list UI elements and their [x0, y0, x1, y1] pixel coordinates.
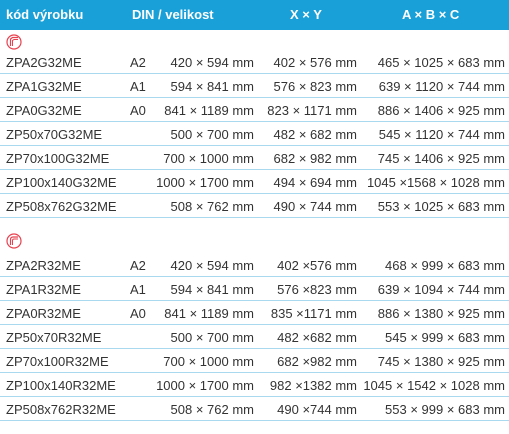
format-size: 594 × 841 mm [170, 79, 254, 94]
xy-dimension: 835 ×1171 mm [270, 306, 357, 321]
format-size: 1000 × 1700 mm [156, 175, 254, 190]
product-code: ZPA2G32ME [6, 55, 82, 70]
table-row: ZP70x100G32ME 700 × 1000 mm 682 × 982 mm 74… [0, 147, 509, 170]
product-code: ZP70x100G32ME [6, 151, 110, 166]
table-header: kód výrobku DIN / velikost X × Y A × B ×… [0, 0, 509, 30]
din-format: A1 [130, 282, 146, 297]
table-row: ZP508x762G32ME 508 × 762 mm 490 × 744 mm 55… [0, 195, 509, 218]
product-code: ZPA2R32ME [6, 258, 81, 273]
table-row: ZP70x100R32ME 700 × 1000 mm 682 ×982 mm 745… [0, 350, 509, 373]
xy-dimension: 482 × 682 mm [273, 127, 357, 142]
din-format: A2 [130, 55, 146, 70]
format-size: 420 × 594 mm [170, 55, 254, 70]
rounded-frame-profile-icon [6, 233, 22, 249]
product-code: ZP50x70R32ME [6, 330, 102, 345]
header-abc: A × B × C [402, 7, 460, 22]
xy-dimension: 494 × 694 mm [273, 175, 357, 190]
xy-dimension: 823 × 1171 mm [267, 103, 357, 118]
format-size: 700 × 1000 mm [163, 151, 254, 166]
format-size: 594 × 841 mm [170, 282, 254, 297]
table-row: ZPA0R32ME A0 841 × 1189 mm 835 ×1171 mm 886 … [0, 302, 509, 325]
group-1-icon-row [0, 30, 509, 52]
abc-dimension: 545 × 1120 × 744 mm [378, 127, 505, 142]
xy-dimension: 682 × 982 mm [273, 151, 357, 166]
table-row: ZPA2G32ME A2 420 × 594 mm 402 × 576 mm 465 ×… [0, 51, 509, 74]
xy-dimension: 482 ×682 mm [277, 330, 357, 345]
product-code: ZP508x762R32ME [6, 402, 116, 417]
din-format: A2 [130, 258, 146, 273]
table-row: ZPA2R32ME A2 420 × 594 mm 402 ×576 mm 468 × … [0, 254, 509, 277]
abc-dimension: 745 × 1380 × 925 mm [377, 354, 505, 369]
abc-dimension: 639 × 1094 × 744 mm [377, 282, 505, 297]
product-code: ZP100x140G32ME [6, 175, 117, 190]
format-size: 508 × 762 mm [170, 402, 254, 417]
abc-dimension: 553 × 999 × 683 mm [385, 402, 505, 417]
abc-dimension: 639 × 1120 × 744 mm [378, 79, 505, 94]
format-size: 1000 × 1700 mm [156, 378, 254, 393]
table-row: ZP100x140G32ME 1000 × 1700 mm 494 × 694 mm… [0, 171, 509, 194]
product-code: ZPA0G32ME [6, 103, 82, 118]
table-row: ZP100x140R32ME 1000 × 1700 mm 982 ×1382 mm… [0, 374, 509, 397]
abc-dimension: 468 × 999 × 683 mm [385, 258, 505, 273]
abc-dimension: 1045 ×1568 × 1028 mm [366, 175, 505, 190]
table-row: ZPA0G32ME A0 841 × 1189 mm 823 × 1171 mm 886… [0, 99, 509, 122]
xy-dimension: 490 ×744 mm [277, 402, 357, 417]
xy-dimension: 982 ×1382 mm [269, 378, 357, 393]
xy-dimension: 576 ×823 mm [277, 282, 357, 297]
table-row: ZP50x70R32ME 500 × 700 mm 482 ×682 mm 545 ×… [0, 326, 509, 349]
xy-dimension: 402 × 576 mm [273, 55, 357, 70]
format-size: 500 × 700 mm [170, 127, 254, 142]
format-size: 500 × 700 mm [170, 330, 254, 345]
xy-dimension: 402 ×576 mm [277, 258, 357, 273]
table-row: ZP50x70G32ME 500 × 700 mm 482 × 682 mm 545 … [0, 123, 509, 146]
abc-dimension: 553 × 1025 × 683 mm [377, 199, 505, 214]
group-2-icon-row [0, 229, 509, 251]
table-row: ZPA1G32ME A1 594 × 841 mm 576 × 823 mm 639 ×… [0, 75, 509, 98]
product-code: ZPA1G32ME [6, 79, 82, 94]
abc-dimension: 886 × 1380 × 925 mm [377, 306, 505, 321]
header-din-size: DIN / velikost [132, 7, 214, 22]
abc-dimension: 745 × 1406 × 925 mm [377, 151, 505, 166]
abc-dimension: 545 × 999 × 683 mm [385, 330, 505, 345]
product-code: ZPA1R32ME [6, 282, 81, 297]
angled-frame-profile-icon [6, 34, 22, 50]
table-row: ZP508x762R32ME 508 × 762 mm 490 ×744 mm 553… [0, 398, 509, 421]
header-code: kód výrobku [6, 7, 84, 22]
abc-dimension: 1045 × 1542 × 1028 mm [363, 378, 505, 393]
xy-dimension: 576 × 823 mm [273, 79, 357, 94]
din-format: A0 [130, 103, 146, 118]
din-format: A1 [130, 79, 146, 94]
xy-dimension: 490 × 744 mm [273, 199, 357, 214]
din-format: A0 [130, 306, 146, 321]
xy-dimension: 682 ×982 mm [277, 354, 357, 369]
table-row: ZPA1R32ME A1 594 × 841 mm 576 ×823 mm 639 × … [0, 278, 509, 301]
abc-dimension: 886 × 1406 × 925 mm [377, 103, 505, 118]
format-size: 508 × 762 mm [170, 199, 254, 214]
product-code: ZP50x70G32ME [6, 127, 103, 142]
format-size: 841 × 1189 mm [164, 306, 254, 321]
product-code: ZP508x762G32ME [6, 199, 117, 214]
product-code: ZPA0R32ME [6, 306, 81, 321]
header-xy: X × Y [290, 7, 322, 22]
product-code: ZP100x140R32ME [6, 378, 116, 393]
format-size: 700 × 1000 mm [163, 354, 254, 369]
abc-dimension: 465 × 1025 × 683 mm [377, 55, 505, 70]
format-size: 420 × 594 mm [170, 258, 254, 273]
format-size: 841 × 1189 mm [164, 103, 254, 118]
product-code: ZP70x100R32ME [6, 354, 109, 369]
